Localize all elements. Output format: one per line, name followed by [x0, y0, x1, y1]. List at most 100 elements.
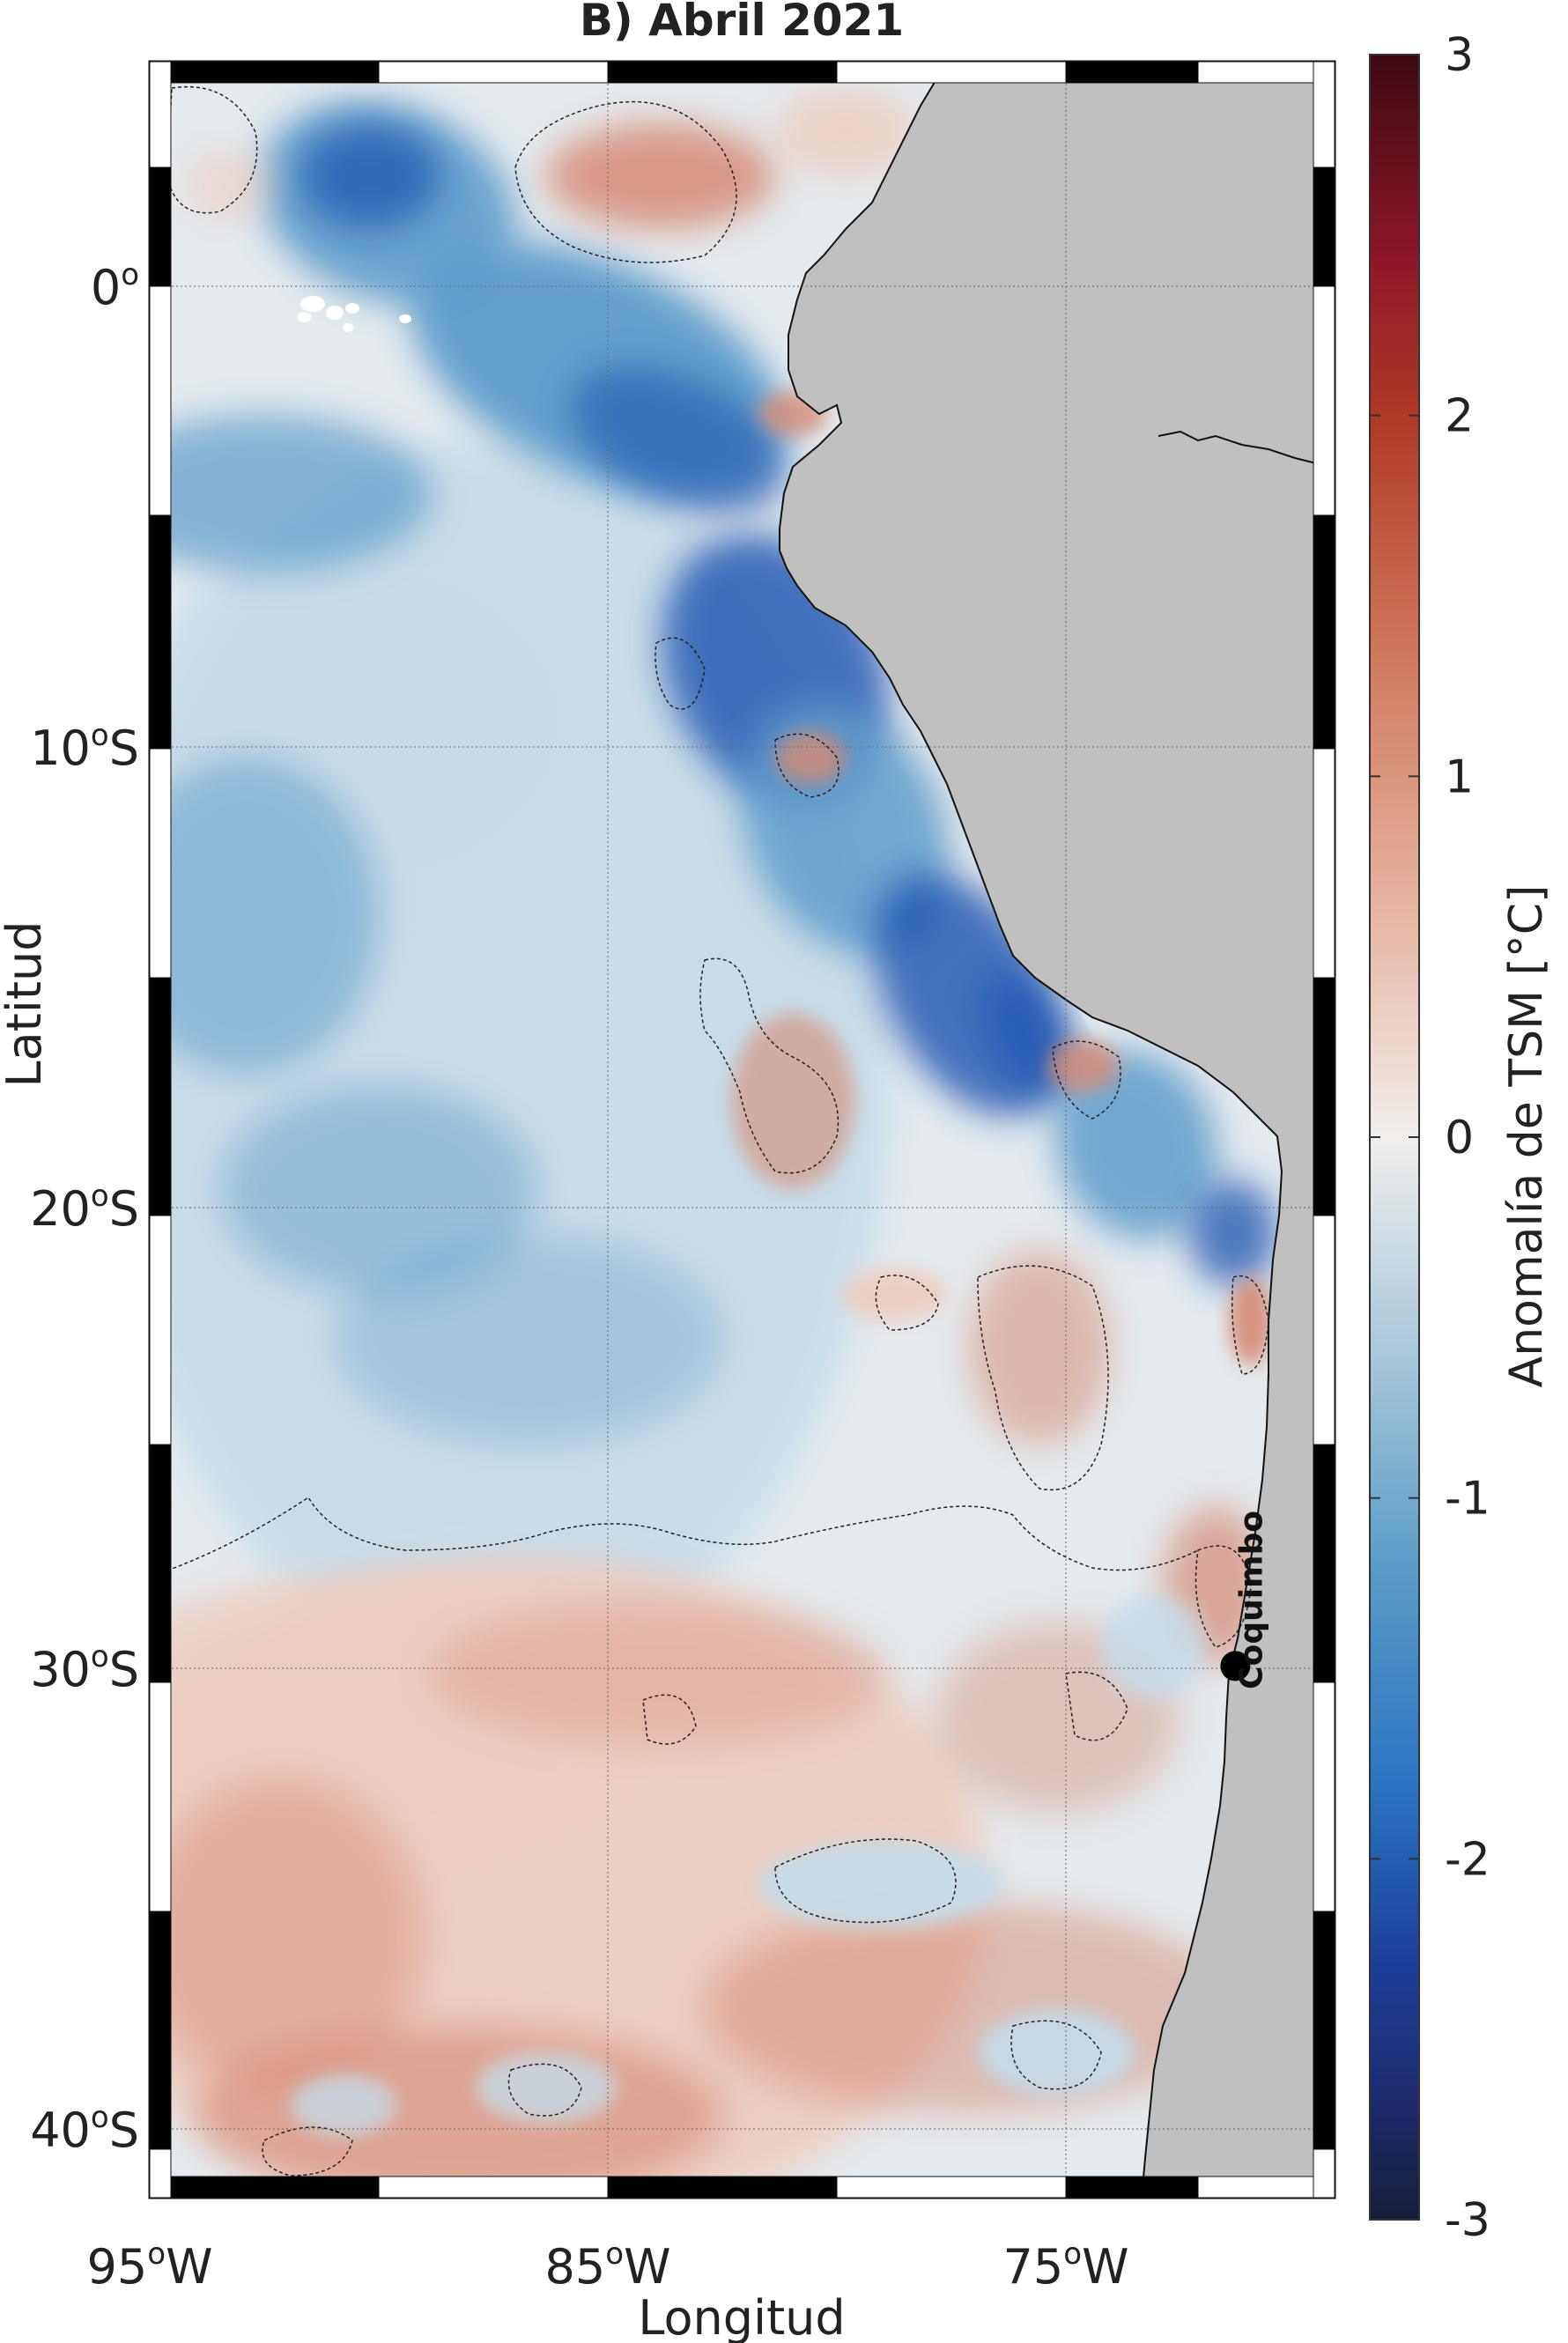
anomaly-patch — [969, 1251, 1110, 1445]
island-mask — [343, 323, 353, 332]
frame-segment — [1197, 61, 1335, 84]
contour-line — [699, 957, 839, 1174]
anomaly-patch — [758, 1841, 1004, 1929]
x-tick-label: 85oW — [545, 2236, 671, 2295]
anomaly-patch — [300, 123, 440, 229]
anomaly-patch — [150, 414, 432, 573]
frame-segment — [1313, 977, 1335, 1216]
contour-line — [262, 2126, 353, 2177]
marker-dot — [1220, 1651, 1251, 1681]
anomaly-patch — [1101, 1594, 1207, 1700]
frame-segment — [1313, 748, 1335, 979]
y-tick-label: 20oS — [30, 1179, 139, 1237]
contour-line — [774, 733, 839, 798]
anomaly-patch — [1048, 1039, 1119, 1092]
contour-line — [977, 1265, 1109, 1491]
frame-segment — [149, 1911, 172, 2150]
contour-line — [1065, 1671, 1128, 1741]
x-tick-label: 75oW — [1003, 2236, 1129, 2295]
y-tick-label: 30oS — [30, 1639, 139, 1697]
frame-segment — [149, 1444, 172, 1683]
anomaly-patch — [1229, 1277, 1273, 1365]
land-mass — [779, 62, 1335, 2198]
grid-lines — [150, 62, 1335, 2198]
river-line — [1158, 430, 1331, 468]
anomaly-patch — [335, 1233, 722, 1445]
frame-segment — [836, 61, 1067, 84]
frame-segment — [149, 61, 172, 168]
coquimbo-marker: Coquimbo — [1220, 1511, 1269, 1689]
x-tick-label: 95oW — [87, 2236, 213, 2295]
frame-segment — [378, 61, 609, 84]
frame-segment — [1065, 61, 1199, 84]
anomaly-patch — [150, 1779, 423, 2096]
contour-line — [774, 1838, 957, 1924]
island-mask — [297, 312, 311, 322]
contour-line — [507, 2063, 582, 2117]
colorbar-tick-label: 2 — [1445, 390, 1474, 443]
anomaly-patch — [291, 2074, 396, 2136]
frame-segment — [149, 514, 172, 750]
frame-segment — [149, 166, 172, 287]
contour-line — [1231, 1275, 1269, 1375]
frame-segment — [1313, 1911, 1335, 2150]
frame-segment — [1313, 1681, 1335, 1912]
anomaly-patch — [1054, 1050, 1218, 1240]
frame-segment — [149, 61, 380, 84]
map-frame — [148, 60, 1336, 2199]
contour-line — [150, 1496, 1199, 1578]
colorbar-tick-label: -3 — [1445, 2194, 1490, 2247]
map-title: B) Abril 2021 — [580, 0, 904, 46]
x-axis-label: Longitud — [638, 2290, 845, 2343]
frame-segment — [378, 2176, 609, 2199]
y-tick-labels: 0o 10oS 20oS 30oS 40oS — [30, 257, 139, 2158]
frame-segment — [1313, 285, 1335, 516]
marker-label: Coquimbo — [1233, 1511, 1269, 1689]
frame-segment — [1313, 166, 1335, 287]
frame-segment — [836, 2176, 1067, 2199]
contour-line — [655, 637, 706, 710]
frame-segment — [149, 2148, 172, 2199]
frame-segment — [149, 285, 172, 516]
colorbar: 3 2 1 0 -1 -2 -3 Anomalía de TSM [°C] — [1369, 29, 1553, 2247]
contour-line — [642, 1694, 697, 1745]
frame-segment — [607, 61, 838, 84]
island-mask — [300, 296, 325, 312]
sst-anomaly-map: Coquimbo — [150, 62, 1335, 2198]
contour-line — [875, 1275, 939, 1331]
y-tick-label: 0o — [91, 257, 139, 315]
anomaly-patch — [841, 1268, 947, 1321]
anomaly-patch — [1189, 1180, 1277, 1286]
frame-segment — [149, 1215, 172, 1445]
anomaly-patch — [775, 88, 916, 176]
anomaly-patch — [731, 1013, 854, 1189]
frame-segment — [1313, 1215, 1335, 1445]
colorbar-tick-label: 1 — [1445, 750, 1474, 803]
frame-segment — [149, 977, 172, 1216]
contour-line — [1052, 1040, 1121, 1120]
anomaly-patch — [546, 123, 775, 229]
anomaly-patch — [978, 2008, 1136, 2096]
anomaly-patch — [775, 731, 846, 784]
colorbar-label: Anomalía de TSM [°C] — [1500, 885, 1553, 1388]
anomaly-patch — [150, 758, 379, 1075]
zero-contours — [150, 85, 1269, 2177]
frame-segment — [1313, 2148, 1335, 2199]
anomaly-field — [150, 88, 1277, 2198]
anomaly-patch — [476, 2052, 617, 2123]
frame-segment — [149, 1681, 172, 1912]
frame-segment — [607, 2176, 838, 2199]
frame-segment — [149, 2176, 380, 2199]
island-mask — [326, 306, 344, 320]
x-tick-labels: 95oW 85oW 75oW — [87, 2236, 1129, 2295]
frame-segment — [1313, 61, 1335, 168]
colorbar-ticks: 3 2 1 0 -1 -2 -3 — [1370, 29, 1490, 2247]
anomaly-patch — [432, 1603, 890, 1744]
frame-segment — [1197, 2176, 1335, 2199]
frame-segment — [1065, 2176, 1199, 2199]
anomaly-patch — [185, 150, 273, 220]
contour-line — [514, 100, 737, 263]
y-axis-label: Latitud — [0, 920, 52, 1087]
island-mask — [345, 303, 359, 314]
